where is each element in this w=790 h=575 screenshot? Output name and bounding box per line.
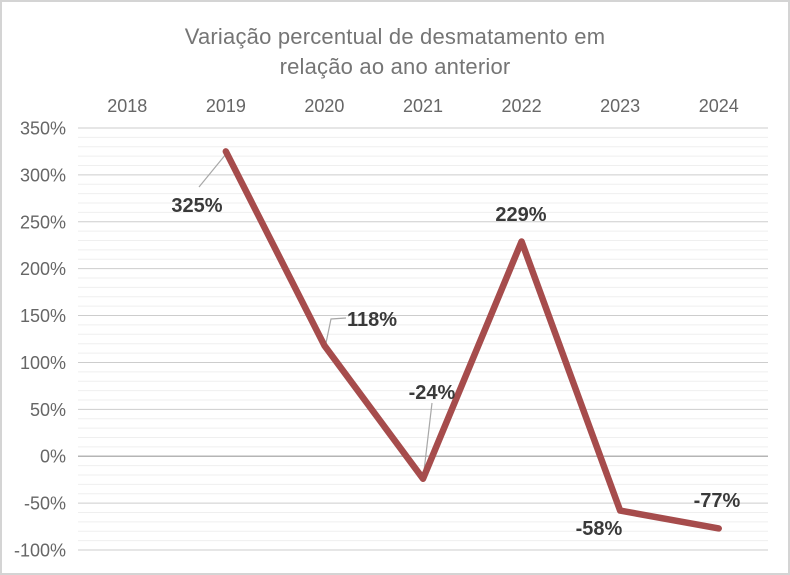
y-axis-tick-label: -100% [14,541,66,561]
x-axis-category-label: 2022 [502,96,542,116]
data-point-label: 118% [347,309,397,331]
y-axis-tick-label: 200% [20,259,66,279]
data-label-leader-line [423,402,433,472]
x-axis-category-label: 2021 [403,96,443,116]
y-axis-tick-label: 350% [20,119,66,139]
data-label-leader-line [325,317,347,344]
data-point-label: -24% [409,382,456,404]
data-point-label: 325% [171,195,222,217]
data-point-label: 229% [495,204,546,226]
y-axis-tick-label: 300% [20,165,66,185]
x-axis-category-label: 2024 [699,96,739,116]
x-axis-category-label: 2023 [600,96,640,116]
y-axis-tick-label: 250% [20,212,66,232]
chart-title: Variação percentual de desmatamento em r… [184,24,606,79]
data-point-label: -77% [694,490,741,512]
x-axis-category-label: 2018 [107,96,147,116]
series-line [222,148,722,532]
y-axis-tick-label: 0% [40,447,66,467]
y-axis-tick-label: 50% [30,400,66,420]
data-point-label: -58% [576,518,623,540]
y-axis-tick-label: 100% [20,353,66,373]
y-axis-tick-label: -50% [24,494,66,514]
x-axis-category-label: 2020 [304,96,344,116]
data-label-leader-line [198,153,227,188]
x-axis-category-label: 2019 [206,96,246,116]
y-axis-tick-label: 150% [20,306,66,326]
